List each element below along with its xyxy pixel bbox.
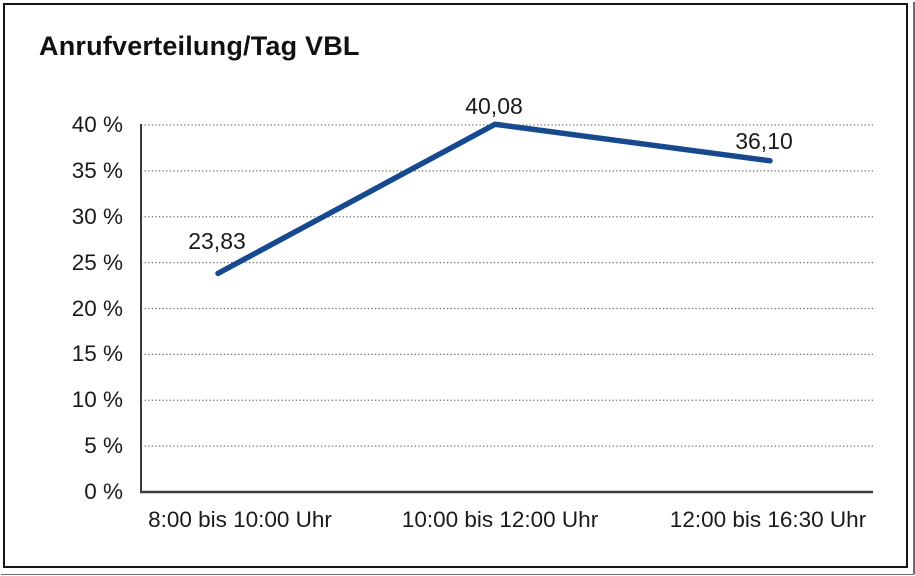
x-category-label: 10:00 bis 12:00 Uhr — [401, 507, 599, 532]
x-category-label: 12:00 bis 16:30 Uhr — [669, 507, 867, 532]
y-tick-label: 25 % — [71, 249, 123, 275]
series-line — [215, 121, 773, 277]
y-tick-label: 35 % — [71, 157, 123, 183]
y-tick-label: 20 % — [71, 295, 123, 321]
y-tick-label: 5 % — [84, 433, 123, 459]
page-edge-bottom — [1, 573, 914, 575]
point-value-label: 23,83 — [188, 228, 246, 254]
y-tick-label: 15 % — [71, 341, 123, 367]
y-tick-label: 10 % — [71, 387, 123, 413]
chart-frame — [3, 3, 908, 568]
y-tick-label: 0 % — [84, 479, 123, 504]
point-value-label: 36,10 — [735, 128, 793, 154]
page-edge-right — [913, 2, 915, 574]
point-value-label: 40,08 — [465, 93, 523, 119]
x-category-label: 8:00 bis 10:00 Uhr — [148, 507, 332, 532]
chart-title: Anrufverteilung/Tag VBL — [39, 31, 360, 61]
y-tick-label: 40 % — [71, 112, 123, 137]
y-tick-label: 30 % — [71, 203, 123, 229]
